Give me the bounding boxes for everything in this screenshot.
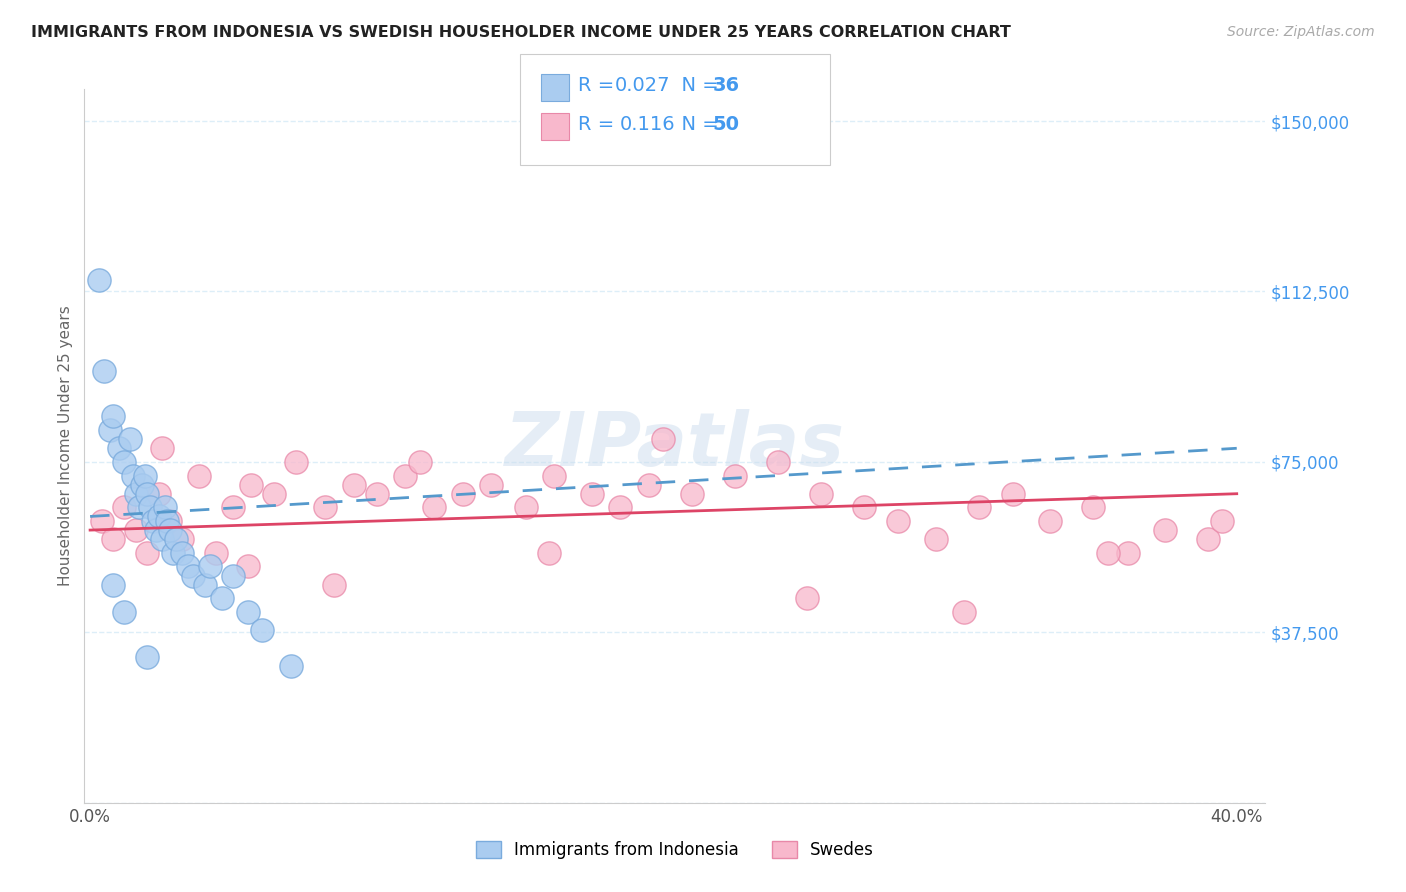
Point	[139, 500, 162, 515]
Text: R =: R =	[578, 76, 620, 95]
Point	[136, 650, 159, 665]
Point	[134, 468, 156, 483]
Point	[887, 514, 910, 528]
Point	[153, 500, 176, 515]
Point	[159, 523, 181, 537]
Point	[136, 546, 159, 560]
Point	[1083, 500, 1105, 515]
Point	[796, 591, 818, 606]
Text: 0.027: 0.027	[614, 76, 669, 95]
Y-axis label: Householder Income Under 25 years: Householder Income Under 25 years	[58, 306, 73, 586]
Point	[101, 532, 124, 546]
Point	[1116, 546, 1139, 560]
Point	[724, 468, 747, 483]
Point	[122, 468, 145, 483]
Point	[114, 500, 136, 515]
Point	[211, 591, 233, 606]
Point	[953, 605, 976, 619]
Point	[853, 500, 876, 515]
Point	[150, 442, 173, 456]
Point	[681, 487, 703, 501]
Point	[515, 500, 537, 515]
Point	[165, 532, 187, 546]
Text: IMMIGRANTS FROM INDONESIA VS SWEDISH HOUSEHOLDER INCOME UNDER 25 YEARS CORRELATI: IMMIGRANTS FROM INDONESIA VS SWEDISH HOU…	[31, 25, 1011, 40]
Point	[1039, 514, 1062, 528]
Point	[128, 500, 150, 515]
Point	[543, 468, 565, 483]
Text: ZIPatlas: ZIPatlas	[505, 409, 845, 483]
Point	[1197, 532, 1219, 546]
Point	[766, 455, 789, 469]
Point	[1002, 487, 1025, 501]
Legend: Immigrants from Indonesia, Swedes: Immigrants from Indonesia, Swedes	[468, 834, 882, 866]
Point	[176, 559, 198, 574]
Text: 36: 36	[713, 76, 740, 95]
Point	[481, 477, 503, 491]
Point	[194, 577, 217, 591]
Point	[652, 432, 675, 446]
Point	[136, 487, 159, 501]
Text: N =: N =	[669, 115, 725, 135]
Point	[125, 523, 148, 537]
Point	[925, 532, 948, 546]
Point	[537, 546, 560, 560]
Point	[101, 577, 124, 591]
Point	[967, 500, 990, 515]
Point	[239, 477, 262, 491]
Point	[423, 500, 446, 515]
Point	[120, 432, 142, 446]
Text: 0.116: 0.116	[620, 115, 676, 135]
Point	[159, 514, 181, 528]
Point	[131, 477, 153, 491]
Point	[205, 546, 228, 560]
Point	[156, 514, 179, 528]
Point	[314, 500, 336, 515]
Point	[200, 559, 222, 574]
Point	[581, 487, 603, 501]
Point	[394, 468, 416, 483]
Point	[93, 364, 115, 378]
Point	[114, 455, 136, 469]
Point	[366, 487, 388, 501]
Point	[236, 605, 259, 619]
Text: R =: R =	[578, 115, 627, 135]
Point	[170, 532, 193, 546]
Point	[107, 442, 129, 456]
Point	[1154, 523, 1177, 537]
Point	[162, 546, 184, 560]
Point	[170, 546, 193, 560]
Point	[638, 477, 661, 491]
Text: 50: 50	[713, 115, 740, 135]
Point	[181, 568, 204, 582]
Point	[250, 623, 273, 637]
Point	[101, 409, 124, 424]
Point	[222, 500, 245, 515]
Point	[87, 273, 110, 287]
Point	[609, 500, 631, 515]
Point	[90, 514, 112, 528]
Point	[145, 523, 167, 537]
Point	[188, 468, 211, 483]
Point	[263, 487, 285, 501]
Text: Source: ZipAtlas.com: Source: ZipAtlas.com	[1227, 25, 1375, 39]
Point	[150, 532, 173, 546]
Point	[236, 559, 259, 574]
Point	[125, 487, 148, 501]
Point	[409, 455, 432, 469]
Point	[142, 514, 165, 528]
Point	[114, 605, 136, 619]
Point	[1211, 514, 1233, 528]
Point	[285, 455, 308, 469]
Point	[1097, 546, 1119, 560]
Point	[280, 659, 302, 673]
Point	[222, 568, 245, 582]
Point	[810, 487, 832, 501]
Point	[322, 577, 344, 591]
Point	[148, 509, 170, 524]
Point	[451, 487, 474, 501]
Point	[148, 487, 170, 501]
Point	[343, 477, 366, 491]
Point	[98, 423, 121, 437]
Text: N =: N =	[669, 76, 725, 95]
